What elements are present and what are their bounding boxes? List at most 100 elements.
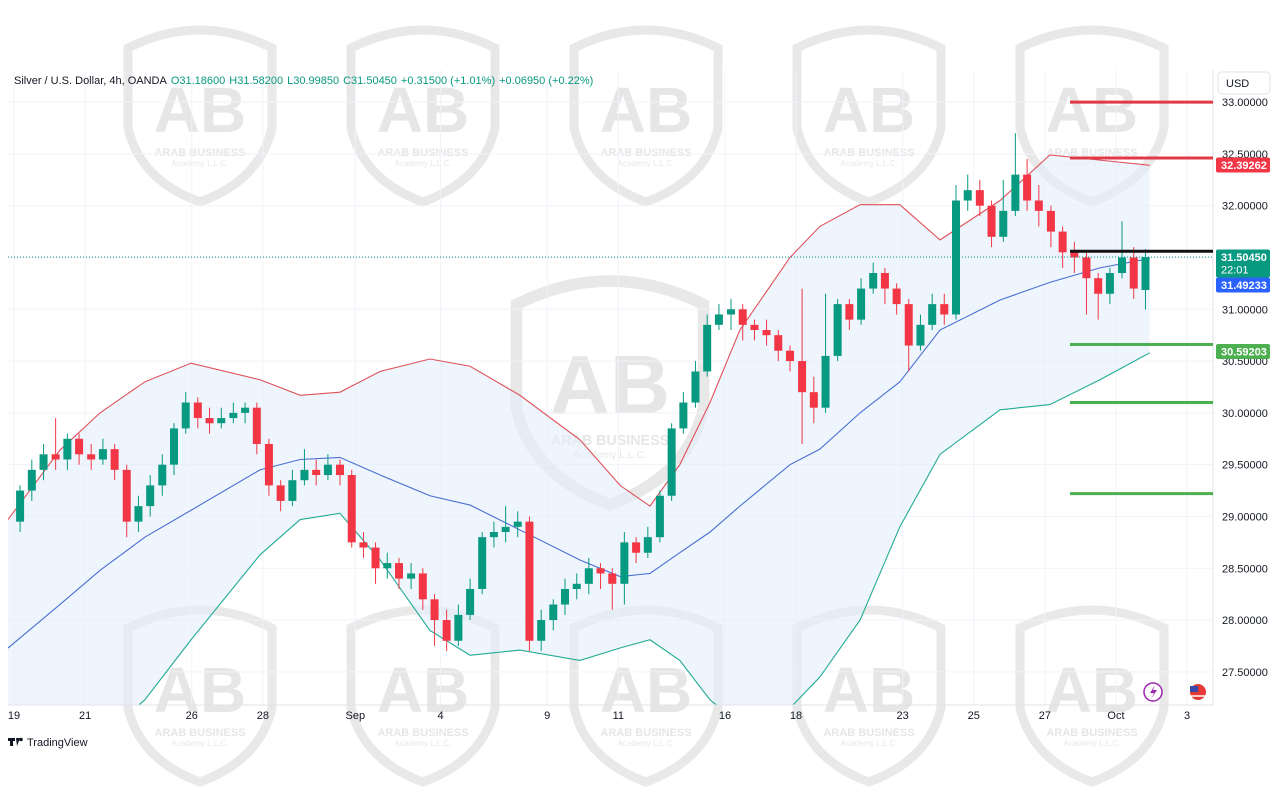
watermark-line1: ARAB BUSINESS <box>600 147 691 159</box>
y-tick-label: 29.00000 <box>1222 511 1268 523</box>
x-tick-label: 9 <box>544 710 550 722</box>
watermark-line1: ARAB BUSINESS <box>154 147 245 159</box>
watermark-line1: ARAB BUSINESS <box>377 147 468 159</box>
candle-body <box>513 521 522 527</box>
price-label-box <box>1216 277 1270 293</box>
currency: USD <box>1226 78 1249 90</box>
watermark-line1: ARAB BUSINESS <box>154 727 245 739</box>
candle-body <box>466 588 475 615</box>
candle-body <box>264 443 273 486</box>
x-tick-label: Oct <box>1107 710 1124 722</box>
currency-box[interactable] <box>1217 71 1271 95</box>
candle-body <box>51 454 60 460</box>
candle-body <box>169 428 178 465</box>
countdown: 22:01 <box>1221 265 1249 277</box>
change: +0.31500 (+1.01%) <box>400 75 496 87</box>
candle-body <box>584 568 593 584</box>
candle-body <box>691 371 700 403</box>
candle-body <box>572 583 581 589</box>
watermark-logo: AB <box>1046 74 1138 146</box>
candle-body <box>869 273 878 289</box>
candle-body <box>75 438 84 455</box>
ohlc-high: H31.58200 <box>229 75 284 87</box>
candle-body <box>1129 257 1138 289</box>
watermark-logo: AB <box>600 74 692 146</box>
price-label-box <box>1216 249 1270 278</box>
plot-area <box>8 70 1213 705</box>
candle-body <box>252 407 261 444</box>
candle-body <box>430 599 439 621</box>
watermark-logo: AB <box>377 74 469 146</box>
candle-body <box>489 532 498 538</box>
candle-body <box>999 210 1008 237</box>
change-2: +0.06950 (+0.22%) <box>499 75 594 87</box>
watermark-line1: ARAB BUSINESS <box>600 727 691 739</box>
candle-body <box>821 355 830 408</box>
candle-body <box>395 563 404 579</box>
candle-body <box>454 614 463 641</box>
candle-body <box>537 620 546 641</box>
candle-body <box>110 449 119 470</box>
candle-body <box>39 454 48 470</box>
candle-body <box>1070 252 1079 258</box>
footer-brand[interactable]: TradingView <box>27 737 88 749</box>
candle-body <box>809 392 818 408</box>
x-tick-label: 4 <box>438 710 444 722</box>
band-lower <box>138 352 1150 705</box>
watermark-line2: Academy L.L.C. <box>573 450 647 461</box>
watermark-logo: AB <box>377 654 469 726</box>
watermark-line2: Academy L.L.C. <box>395 739 452 748</box>
x-tick-label: 11 <box>613 710 624 722</box>
y-tick-label: 28.50000 <box>1222 563 1268 575</box>
axes: 27.50000 28.00000 28.50000 29.00000 29.50000… <box>8 70 1268 722</box>
watermark-logo: AB <box>1046 654 1138 726</box>
watermark-line2: Academy L.L.C. <box>841 159 898 168</box>
ohlc-low: L30.99850 <box>287 75 340 87</box>
candle-body <box>205 418 214 424</box>
candle-body <box>667 428 676 496</box>
candle-body <box>442 620 451 641</box>
candle-body <box>880 273 889 289</box>
candle-body <box>300 469 309 481</box>
candle-body <box>643 537 652 553</box>
y-tick-label: 30.00000 <box>1222 408 1268 420</box>
watermark-shield <box>346 25 500 207</box>
watermark-shield <box>1015 605 1169 787</box>
candle-body <box>679 402 688 429</box>
candle-body <box>312 469 321 476</box>
candle-body <box>418 573 427 600</box>
candle-body <box>750 324 759 331</box>
candle-body <box>738 309 747 325</box>
watermark-line1: ARAB BUSINESS <box>823 727 914 739</box>
band-middle <box>8 257 1150 649</box>
candle-body <box>1034 200 1043 211</box>
y-tick-label: 30.50000 <box>1222 356 1268 368</box>
x-tick-label: Sep <box>345 710 365 722</box>
band-upper <box>8 154 1150 520</box>
candle-body <box>359 542 368 548</box>
candle-body <box>122 469 131 522</box>
watermark-line2: Academy L.L.C. <box>618 739 675 748</box>
candle-body <box>928 304 937 325</box>
watermark-logo: AB <box>600 654 692 726</box>
candle-body <box>16 490 25 522</box>
candle-body <box>288 480 297 501</box>
candle-body <box>1094 278 1103 294</box>
candle-body <box>241 407 250 413</box>
candle-body <box>501 526 510 533</box>
candle-body <box>217 418 226 424</box>
candle-body <box>158 464 167 486</box>
candle-body <box>63 438 72 460</box>
candle-body <box>608 573 617 584</box>
x-tick-label: 16 <box>719 710 731 722</box>
x-tick-label: 25 <box>968 710 980 722</box>
candle-body <box>786 350 795 362</box>
candle-body <box>1023 174 1032 201</box>
candle-body <box>335 464 344 476</box>
